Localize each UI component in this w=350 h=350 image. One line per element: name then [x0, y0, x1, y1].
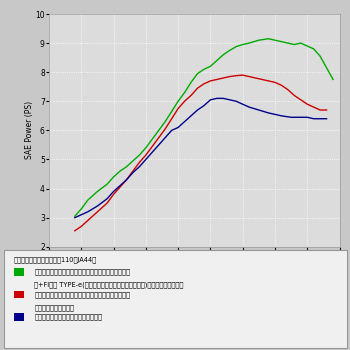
Bar — [14, 313, 24, 321]
Text: ノーマルエンジン＋ノーマルマフラー: ノーマルエンジン＋ノーマルマフラー — [34, 313, 102, 320]
Text: テスト車両：スーパーカブ110（JA44）: テスト車両：スーパーカブ110（JA44） — [14, 257, 97, 263]
Bar — [14, 268, 24, 276]
Text: +FIコン TYPE-e(インジェクションコントローラー)＋ボンバーマフラー: +FIコン TYPE-e(インジェクションコントローラー)＋ボンバーマフラー — [34, 281, 184, 288]
Text: ＋ノーマルマフラー: ＋ノーマルマフラー — [34, 304, 74, 310]
Y-axis label: SAE Power (PS): SAE Power (PS) — [25, 101, 34, 160]
Text: ノーマルエンジン＋ビッグスロットルボディーキット: ノーマルエンジン＋ビッグスロットルボディーキット — [34, 268, 130, 275]
X-axis label: RPM (x1000) DATA SYSTEM：ダイノジェット・後輪出力: RPM (x1000) DATA SYSTEM：ダイノジェット・後輪出力 — [119, 261, 269, 268]
FancyBboxPatch shape — [4, 250, 346, 348]
Bar — [14, 290, 24, 299]
Text: ノーマルエンジン＋ビッグスロットルボディーキット: ノーマルエンジン＋ビッグスロットルボディーキット — [34, 291, 130, 298]
